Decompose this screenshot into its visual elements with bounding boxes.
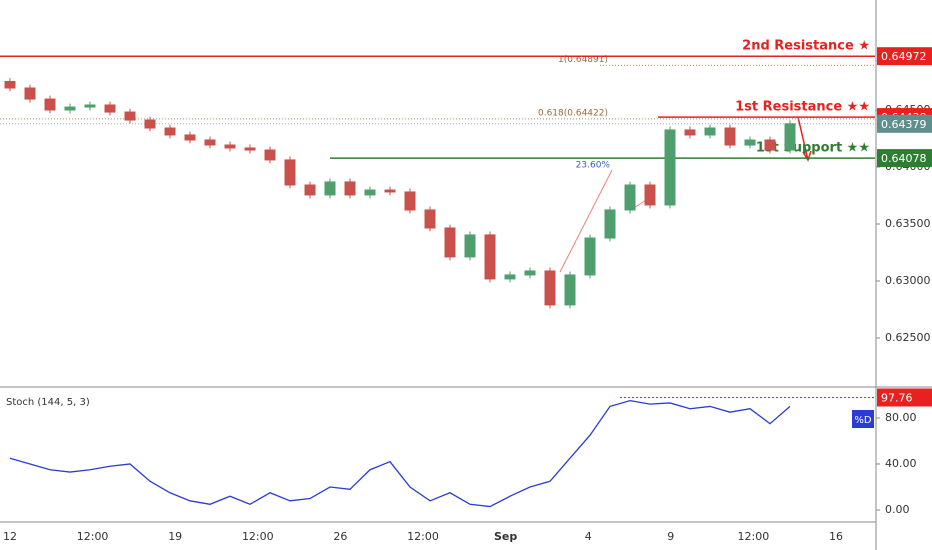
x-tick-label: 12: [3, 530, 17, 543]
candle-body: [64, 106, 76, 111]
candle-body: [524, 270, 536, 276]
arrow: [797, 116, 809, 161]
candle-body: [444, 227, 456, 258]
price-label: 0.64972: [881, 50, 927, 63]
level-annotation: 1st Resistance ★★: [735, 100, 870, 115]
fib-label: 0.618(0.64422): [538, 108, 608, 118]
candle-body: [384, 189, 396, 193]
candle-body: [4, 81, 16, 89]
y-tick-label: 80.00: [885, 411, 917, 424]
candle-body: [424, 209, 436, 229]
candle-body: [284, 159, 296, 186]
arrow: [633, 199, 647, 209]
y-tick-label: 0.00: [885, 503, 910, 516]
y-tick-label: 40.00: [885, 457, 917, 470]
x-tick-label: 12:00: [738, 530, 770, 543]
candle-body: [264, 149, 276, 161]
candle-body: [724, 127, 736, 146]
x-tick-label: Sep: [494, 530, 517, 543]
candle-body: [464, 234, 476, 258]
candle-body: [224, 144, 236, 149]
price-label-box: [877, 114, 932, 133]
candle-body: [144, 119, 156, 129]
x-tick-label: 19: [168, 530, 182, 543]
candle-body: [744, 139, 756, 146]
legend-label: %D: [854, 415, 872, 426]
candle-body: [104, 104, 116, 113]
arrow-head: [802, 150, 812, 162]
price-label: 0.64379: [881, 118, 927, 131]
stoch-line: [9, 399, 791, 508]
candle-body: [564, 274, 576, 306]
candle-body: [404, 191, 416, 211]
candle-body: [784, 123, 796, 151]
candle-body: [544, 270, 556, 306]
candle-body: [764, 139, 776, 151]
level-annotation: 1st Support ★★: [756, 141, 870, 156]
candle-body: [304, 184, 316, 196]
x-tick-label: 12:00: [77, 530, 109, 543]
candle-body: [484, 234, 496, 280]
candle-body: [164, 127, 176, 136]
candle-body: [184, 134, 196, 141]
candle-body: [84, 104, 96, 108]
level-box: [877, 388, 932, 407]
candle-body: [244, 147, 256, 151]
x-tick-label: 9: [667, 530, 674, 543]
candle-body: [344, 181, 356, 196]
price-label: 0.64078: [881, 152, 927, 165]
candle-body: [204, 139, 216, 146]
x-tick-label: 12:00: [407, 530, 439, 543]
candle-body: [684, 129, 696, 136]
x-tick-label: 16: [829, 530, 843, 543]
fib-label: 1(0.64891): [558, 55, 608, 65]
level-annotation: 2nd Resistance ★: [742, 39, 870, 54]
candle-body: [644, 184, 656, 206]
y-tick-label: 0.63500: [885, 217, 931, 230]
candle-body: [324, 181, 336, 196]
arrow: [559, 169, 613, 273]
candle-body: [364, 189, 376, 196]
level-label: 97.76: [881, 391, 913, 404]
candle-body: [624, 184, 636, 211]
candle-body: [604, 209, 616, 239]
x-tick-label: 4: [585, 530, 592, 543]
candle-body: [584, 237, 596, 276]
candle-body: [44, 98, 56, 111]
fib-note: 23.60%: [576, 161, 611, 171]
arrows: [559, 116, 812, 273]
x-tick-label: 26: [333, 530, 347, 543]
price-label-box: [877, 149, 932, 168]
y-tick-label: 0.62500: [885, 331, 931, 344]
candle-body: [704, 127, 716, 136]
candle-body: [124, 111, 136, 121]
candle-body: [504, 274, 516, 280]
legend-box: [852, 410, 874, 428]
candle-body: [24, 87, 36, 100]
y-tick-label: 0.63000: [885, 274, 931, 287]
candle-body: [664, 129, 676, 206]
x-tick-label: 12:00: [242, 530, 274, 543]
indicator-title: Stoch (144, 5, 3): [6, 397, 90, 408]
price-label-box: [877, 47, 932, 66]
